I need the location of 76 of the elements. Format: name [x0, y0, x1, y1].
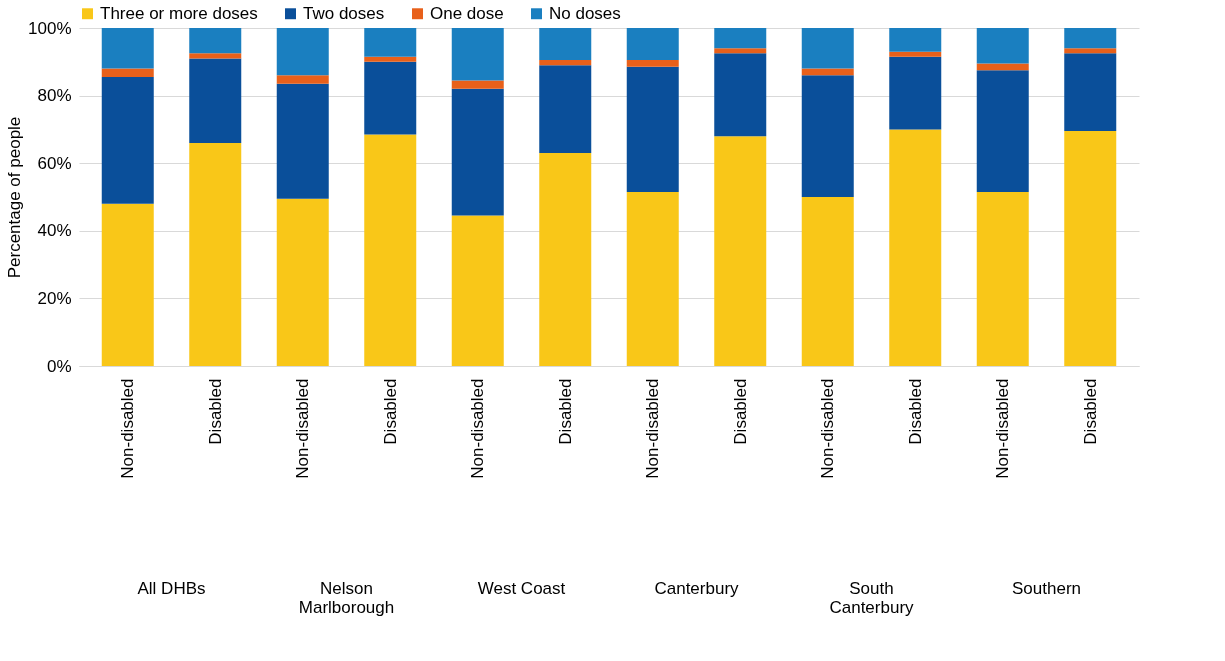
bar [801, 75, 854, 197]
bar [714, 136, 767, 366]
y-tick-label: 20% [37, 288, 72, 308]
bar [626, 191, 679, 366]
bar [189, 142, 242, 366]
bar [539, 28, 592, 61]
bar [451, 215, 504, 366]
bar [889, 129, 942, 366]
text: South Canterbury [829, 579, 915, 617]
x-tick-label: Non-disabled [468, 378, 488, 479]
bar [276, 83, 329, 199]
x-tick-label: Disabled [905, 378, 925, 445]
bar [976, 63, 1029, 71]
text: Southern [1012, 579, 1081, 598]
x-tick-label: Non-disabled [293, 378, 313, 479]
bar [626, 28, 679, 61]
bar [714, 48, 767, 54]
text: West Coast [477, 579, 566, 598]
bar [364, 56, 417, 62]
y-tick-label: 60% [37, 153, 72, 173]
bar [189, 58, 242, 143]
bar [539, 153, 592, 366]
bar [889, 56, 942, 130]
bar [889, 28, 942, 52]
legend-label: Three or more doses [100, 3, 258, 23]
bar [276, 28, 329, 76]
bar [714, 28, 767, 49]
bar [539, 60, 592, 66]
bar [539, 65, 592, 154]
bar [364, 61, 417, 135]
y-tick-label: 80% [37, 86, 72, 106]
legend-label: No doses [549, 3, 621, 23]
bar [451, 80, 504, 89]
y-tick-label: 0% [46, 356, 72, 376]
x-tick-label: Disabled [205, 378, 225, 445]
bar [451, 28, 504, 81]
bar [101, 68, 154, 78]
bar [276, 198, 329, 366]
bar [276, 75, 329, 84]
text: Canterbury [654, 579, 740, 598]
bar [976, 28, 1029, 64]
bar [626, 66, 679, 192]
x-tick-label: Non-disabled [643, 378, 663, 479]
bar [189, 53, 242, 59]
x-tick-label: Non-disabled [818, 378, 838, 479]
bar [714, 53, 767, 137]
bar [101, 203, 154, 366]
x-tick-label: Disabled [730, 378, 750, 445]
legend-label: Two doses [303, 3, 385, 23]
y-tick-label: 40% [37, 221, 72, 241]
bar [976, 191, 1029, 366]
bar [189, 28, 242, 54]
text: Nelson Marlborough [298, 579, 395, 617]
text: All DHBs [137, 579, 206, 598]
bar [364, 28, 417, 57]
x-tick-label: Disabled [1080, 378, 1100, 445]
bar [801, 197, 854, 366]
legend-label: One dose [430, 3, 504, 23]
y-tick-label: 100% [28, 18, 72, 38]
x-tick-label: Non-disabled [993, 378, 1013, 479]
x-tick-label: Disabled [380, 378, 400, 445]
x-tick-label: Disabled [555, 378, 575, 445]
bar [1064, 48, 1117, 54]
bar [101, 28, 154, 69]
bar [101, 77, 154, 204]
bar [451, 88, 504, 216]
bar [364, 134, 417, 366]
bar [801, 28, 854, 69]
bar [1064, 28, 1117, 49]
bar [976, 70, 1029, 192]
bar [1064, 131, 1117, 366]
bar [1064, 53, 1117, 132]
bar [889, 51, 942, 57]
x-tick-label: Non-disabled [118, 378, 138, 479]
y-axis-title: Percentage of people [5, 116, 25, 279]
bar [626, 60, 679, 67]
